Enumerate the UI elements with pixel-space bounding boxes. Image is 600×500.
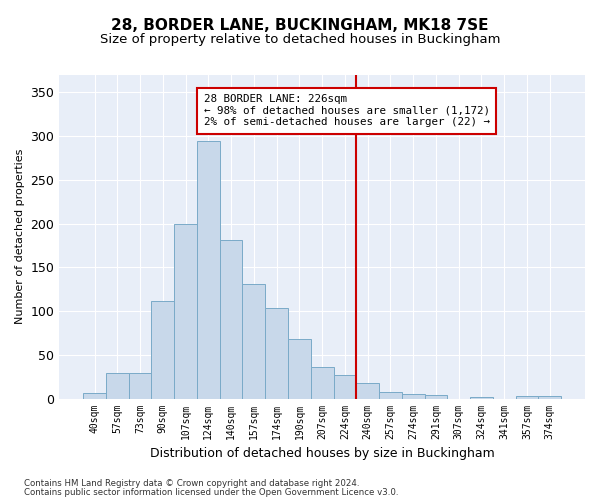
Bar xyxy=(265,308,288,398)
Bar xyxy=(83,394,106,398)
Bar xyxy=(197,140,220,398)
Text: Contains public sector information licensed under the Open Government Licence v3: Contains public sector information licen… xyxy=(24,488,398,497)
Bar xyxy=(402,394,425,398)
Bar xyxy=(311,367,334,398)
Text: 28 BORDER LANE: 226sqm
← 98% of detached houses are smaller (1,172)
2% of semi-d: 28 BORDER LANE: 226sqm ← 98% of detached… xyxy=(204,94,490,128)
Bar xyxy=(129,373,151,398)
X-axis label: Distribution of detached houses by size in Buckingham: Distribution of detached houses by size … xyxy=(150,447,494,460)
Bar xyxy=(515,396,538,398)
Text: Contains HM Land Registry data © Crown copyright and database right 2024.: Contains HM Land Registry data © Crown c… xyxy=(24,479,359,488)
Bar xyxy=(220,240,242,398)
Bar xyxy=(538,396,561,398)
Bar xyxy=(425,395,448,398)
Bar xyxy=(470,397,493,398)
Bar xyxy=(106,373,129,398)
Bar xyxy=(334,375,356,398)
Bar xyxy=(356,383,379,398)
Y-axis label: Number of detached properties: Number of detached properties xyxy=(15,149,25,324)
Bar xyxy=(379,392,402,398)
Bar xyxy=(242,284,265,399)
Bar xyxy=(151,302,174,398)
Text: Size of property relative to detached houses in Buckingham: Size of property relative to detached ho… xyxy=(100,32,500,46)
Bar xyxy=(288,339,311,398)
Text: 28, BORDER LANE, BUCKINGHAM, MK18 7SE: 28, BORDER LANE, BUCKINGHAM, MK18 7SE xyxy=(111,18,489,32)
Bar xyxy=(174,224,197,398)
